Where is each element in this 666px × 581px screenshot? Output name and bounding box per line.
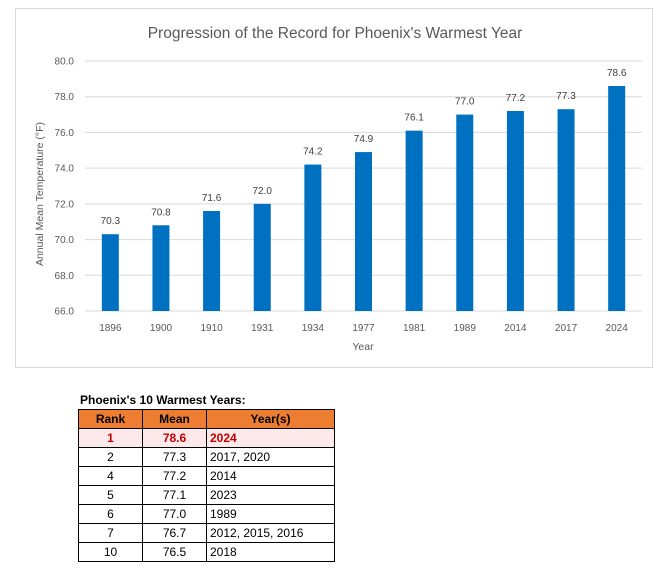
x-tick-label: 1934 [302,323,325,334]
years-cell: 2018 [206,542,335,562]
mean-cell: 78.6 [142,428,207,448]
data-label: 76.1 [404,113,424,124]
data-label: 77.2 [506,93,526,104]
data-label: 74.9 [354,134,374,145]
years-cell: 1989 [206,504,335,524]
bar [608,86,626,311]
table-row: 4 77.2 2014 [78,466,335,486]
bar [101,234,119,311]
table-title: Phoenix's 10 Warmest Years: [80,393,246,407]
bar [557,109,575,311]
bars: 70.3 70.8 71.6 72.0 74.2 74.9 76.1 77.0 77.2 77.3… [101,68,627,311]
header-years: Year(s) [206,409,335,429]
y-tick-label: 76.0 [55,128,75,139]
mean-cell: 77.1 [142,485,207,505]
x-tick-label: 2014 [504,323,527,334]
years-cell: 2014 [206,466,335,486]
rank-cell: 4 [78,466,143,486]
y-axis-title: Annual Mean Temperature (°F) [34,122,46,266]
x-tick-label: 1900 [150,323,173,334]
x-axis-title: Year [352,341,374,353]
y-tick-label: 80.0 [55,57,75,68]
data-label: 74.2 [303,147,323,158]
table-header-row: Rank Mean Year(s) [78,409,335,429]
years-cell: 2023 [206,485,335,505]
data-label: 77.3 [556,91,576,102]
data-label: 71.6 [202,193,222,204]
rank-cell: 2 [78,447,143,467]
y-tick-label: 68.0 [55,271,75,282]
y-tick-label: 70.0 [55,235,75,246]
header-rank: Rank [78,409,143,429]
x-tick-label: 1910 [200,323,223,334]
bar [456,114,474,311]
y-tick-label: 72.0 [55,199,75,210]
years-cell: 2024 [206,428,335,448]
rank-cell: 5 [78,485,143,505]
x-tick-label: 1989 [454,323,477,334]
data-label: 72.0 [252,186,272,197]
table-row: 10 76.5 2018 [78,542,335,562]
mean-cell: 77.0 [142,504,207,524]
table-row: 5 77.1 2023 [78,485,335,505]
data-label: 70.3 [101,216,121,227]
x-tick-label: 1977 [352,323,375,334]
bar [253,203,271,311]
years-cell: 2012, 2015, 2016 [206,523,335,543]
data-label: 70.8 [151,207,171,218]
mean-cell: 76.5 [142,542,207,562]
x-tick-label: 1931 [251,323,274,334]
bar [506,111,524,311]
table-row: 2 77.3 2017, 2020 [78,447,335,467]
header-mean: Mean [142,409,207,429]
table-row: 6 77.0 1989 [78,504,335,524]
data-label: 78.6 [607,68,627,79]
rank-cell: 10 [78,542,143,562]
rank-cell: 1 [78,428,143,448]
mean-cell: 76.7 [142,523,207,543]
years-cell: 2017, 2020 [206,447,335,467]
mean-cell: 77.3 [142,447,207,467]
bar [355,152,372,311]
data-label: 77.0 [455,97,475,108]
x-tick-label: 2024 [606,323,629,334]
rank-cell: 7 [78,523,143,543]
bar [203,211,221,311]
x-axis-ticks: 1896 1900 1910 1931 1934 1977 1981 1989 2014 2017… [99,323,628,334]
chart-panel: Progression of the Record for Phoenix's … [15,8,653,368]
bar [405,130,423,311]
x-tick-label: 1981 [403,323,426,334]
bar [304,164,322,311]
warmest-years-table: Rank Mean Year(s) 1 78.6 2024 2 77.3 201… [78,409,335,562]
x-tick-label: 2017 [555,323,578,334]
rank-cell: 6 [78,504,143,524]
x-tick-label: 1896 [99,323,122,334]
bar [152,225,170,311]
table-row: 1 78.6 2024 [78,428,335,448]
chart-title: Progression of the Record for Phoenix's … [148,25,523,42]
y-tick-label: 78.0 [55,92,75,103]
bar-chart: Progression of the Record for Phoenix's … [34,25,642,353]
mean-cell: 77.2 [142,466,207,486]
y-axis-ticks: 66.0 68.0 70.0 72.0 74.0 76.0 78.0 80.0 [55,57,75,318]
table-row: 7 76.7 2012, 2015, 2016 [78,523,335,543]
y-tick-label: 66.0 [55,307,75,318]
y-tick-label: 74.0 [55,164,75,175]
